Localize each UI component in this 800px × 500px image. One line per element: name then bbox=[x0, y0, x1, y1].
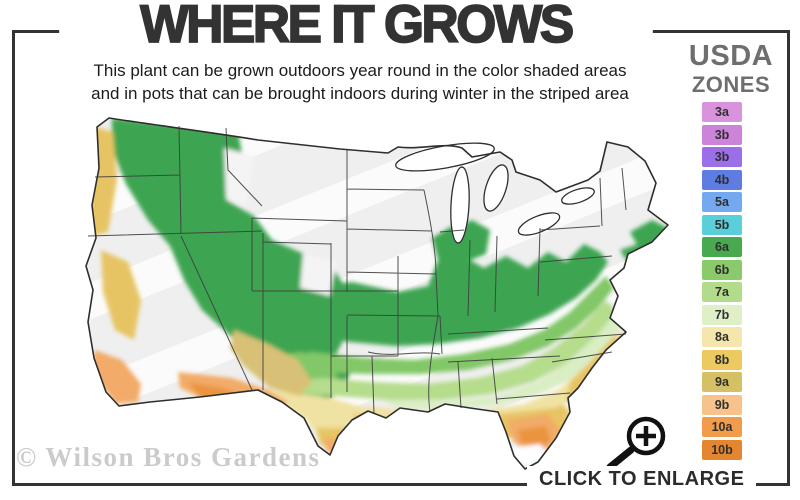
subtitle-line-2: and in pots that can be brought indoors … bbox=[91, 83, 629, 103]
magnifier-icon[interactable] bbox=[600, 406, 672, 476]
zone-chip-6a-6: 6a bbox=[702, 237, 742, 257]
zone-chip-list: 3a 3b 3b 4b 5a 5b 6a 6b 7a 7b 8a 8b 9a 9b 10a 10b bbox=[702, 102, 742, 460]
state-borders bbox=[87, 125, 627, 415]
zone-chip-7b-9: 7b bbox=[702, 304, 742, 325]
zone-chip-7a-8: 7a bbox=[702, 282, 742, 302]
zone-chip-5b-5: 5b bbox=[702, 214, 742, 235]
zone-chip-3b-1: 3b bbox=[702, 124, 742, 145]
zone-chip-9b-13: 9b bbox=[702, 394, 742, 415]
zone-layer-green-pale bbox=[382, 318, 620, 410]
zone-chip-6b-7: 6b bbox=[702, 259, 742, 280]
zone-layer-mountain-holes bbox=[224, 148, 336, 296]
watermark: © Wilson Bros Gardens bbox=[16, 442, 321, 472]
subtitle-line-1: This plant can be grown outdoors year ro… bbox=[93, 61, 627, 80]
zone-chip-9a-12: 9a bbox=[702, 372, 742, 392]
zone-layer-green-light bbox=[266, 300, 616, 400]
great-lakes bbox=[395, 142, 595, 244]
legend-heading-usda: USDA bbox=[688, 40, 774, 72]
zone-chip-5a-4: 5a bbox=[702, 192, 742, 212]
legend-heading-zones: ZONES bbox=[691, 72, 771, 97]
page-title: WHERE IT GROWS bbox=[59, 0, 653, 55]
subtitle: This plant can be grown outdoors year ro… bbox=[40, 60, 680, 106]
zone-chip-4b-3: 4b bbox=[702, 169, 742, 190]
click-to-enlarge-button[interactable]: CLICK TO ENLARGE bbox=[527, 466, 757, 493]
us-outline bbox=[85, 117, 669, 470]
zone-chip-10a-14: 10a bbox=[702, 417, 742, 437]
zone-layer-tan bbox=[230, 330, 312, 396]
zone-chip-8a-10: 8a bbox=[702, 327, 742, 347]
legend-heading: USDA ZONES bbox=[676, 42, 786, 96]
zone-chip-8b-11: 8b bbox=[702, 349, 742, 370]
zone-chip-3b-2: 3b bbox=[702, 147, 742, 167]
zone-chip-10b-15: 10b bbox=[702, 439, 742, 460]
zone-chip-3a-0: 3a bbox=[702, 102, 742, 122]
